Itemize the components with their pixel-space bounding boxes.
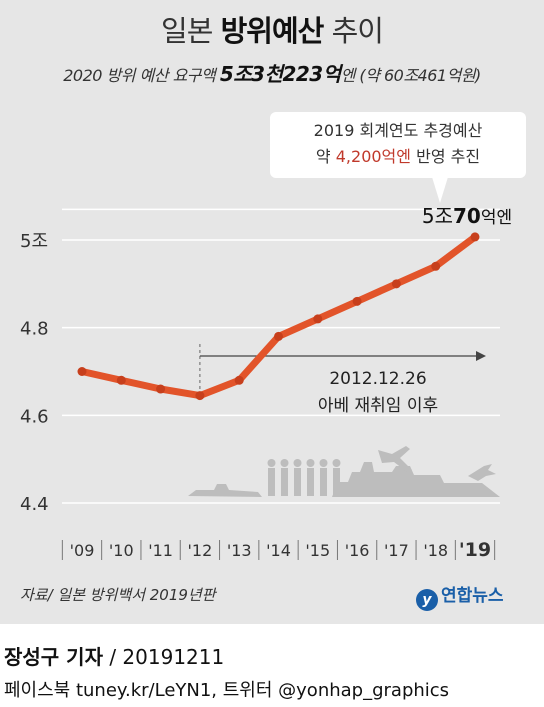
last-value-bold: 70 bbox=[453, 204, 481, 228]
y-tick-label: 4.6 bbox=[20, 406, 49, 427]
data-point bbox=[77, 367, 87, 376]
note-highlight: 4,200억엔 bbox=[335, 147, 411, 166]
y-axis-ticks: 4.4 4.6 4.8 5조 bbox=[20, 231, 49, 515]
data-point bbox=[195, 391, 205, 401]
abe-arrow-head bbox=[476, 351, 486, 361]
submarine-icon bbox=[188, 484, 262, 497]
x-tick-label: '17 bbox=[384, 541, 409, 560]
data-point bbox=[470, 232, 480, 242]
x-axis-ticks: '09 '10 '11 '12 '13 '14 '15 '16 '17 '18 '19 bbox=[61, 539, 496, 561]
callout-note: 2019 회계연도 추경예산 약 4,200억엔 반영 추진 bbox=[270, 112, 526, 178]
byline-date: / 20191211 bbox=[109, 645, 225, 669]
title-bold: 방위예산 bbox=[220, 14, 325, 48]
abe-marker: 2012.12.26 아베 재취임 이후 bbox=[199, 344, 486, 416]
chart-panel bbox=[0, 0, 544, 624]
y-tick-label: 5조 bbox=[20, 231, 48, 252]
grid-lines bbox=[62, 208, 500, 504]
line-chart: 4.4 4.6 4.8 5조 2012.12.26 아베 재취임 이후 '09 '10 '1… bbox=[20, 204, 512, 561]
subtitle-bold: 5조3천223억 bbox=[219, 62, 341, 86]
callout-tail bbox=[432, 177, 448, 203]
x-tick-label: '15 bbox=[305, 541, 330, 560]
x-tick-label: '10 bbox=[109, 541, 134, 560]
title-suffix: 추이 bbox=[331, 14, 384, 48]
data-point bbox=[274, 331, 283, 341]
x-tick-label: '13 bbox=[227, 541, 252, 560]
soldiers-icon bbox=[267, 459, 341, 496]
author: 장성구 기자 bbox=[4, 645, 103, 669]
data-point bbox=[391, 279, 401, 289]
x-tick-label: '16 bbox=[345, 541, 370, 560]
yonhap-logo-icon: y bbox=[416, 589, 438, 611]
warship-icon bbox=[332, 462, 500, 497]
x-tick-label: '19 bbox=[459, 539, 491, 561]
note-pre: 약 bbox=[315, 147, 331, 166]
x-tick-label: '12 bbox=[188, 541, 213, 560]
byline: 장성구 기자 / 20191211 bbox=[4, 641, 224, 670]
last-value-post: 억엔 bbox=[481, 208, 512, 228]
note-line1: 2019 회계연도 추경예산 bbox=[313, 121, 483, 140]
data-point bbox=[116, 375, 126, 385]
fighter-jet-icon-1 bbox=[378, 446, 412, 472]
data-point bbox=[352, 296, 362, 306]
data-point bbox=[313, 314, 323, 324]
logo-text: 연합뉴스 bbox=[441, 586, 504, 606]
last-value-pre: 5조 bbox=[422, 204, 453, 228]
x-tick-label: '14 bbox=[266, 541, 291, 560]
military-silhouettes bbox=[188, 446, 500, 497]
last-value-label: 5조70억엔 bbox=[422, 204, 512, 228]
x-tick-label: '18 bbox=[423, 541, 448, 560]
chart-subtitle: 2020 방위 예산 요구액 5조3천223억엔 (약 60조461억원) bbox=[0, 58, 544, 87]
source-note: 자료/ 일본 방위백서 2019년판 bbox=[20, 586, 216, 604]
fighter-jet-icon-2 bbox=[468, 464, 496, 481]
x-tick-label: '11 bbox=[148, 541, 173, 560]
yonhap-logo: y 연합뉴스 bbox=[416, 581, 504, 611]
chart-title: 일본 방위예산 추이 bbox=[0, 8, 544, 50]
y-tick-label: 4.8 bbox=[20, 319, 49, 340]
subtitle-post: 엔 (약 60조461억원) bbox=[340, 66, 482, 85]
data-point bbox=[234, 375, 244, 385]
budget-series bbox=[77, 232, 480, 401]
note-post: 반영 추진 bbox=[416, 147, 481, 166]
sns-line: 페이스북 tuney.kr/LeYN1, 트위터 @yonhap_graphic… bbox=[4, 680, 450, 701]
title-prefix: 일본 bbox=[161, 14, 213, 48]
abe-date-label: 2012.12.26 bbox=[329, 369, 426, 389]
data-point bbox=[156, 384, 166, 394]
note-line2: 약 4,200억엔 반영 추진 bbox=[270, 144, 526, 170]
data-point bbox=[431, 261, 441, 271]
abe-caption-label: 아베 재취임 이후 bbox=[318, 396, 438, 416]
x-tick-label: '09 bbox=[70, 541, 95, 560]
subtitle-pre: 2020 방위 예산 요구액 bbox=[63, 66, 216, 85]
y-tick-label: 4.4 bbox=[20, 494, 49, 515]
